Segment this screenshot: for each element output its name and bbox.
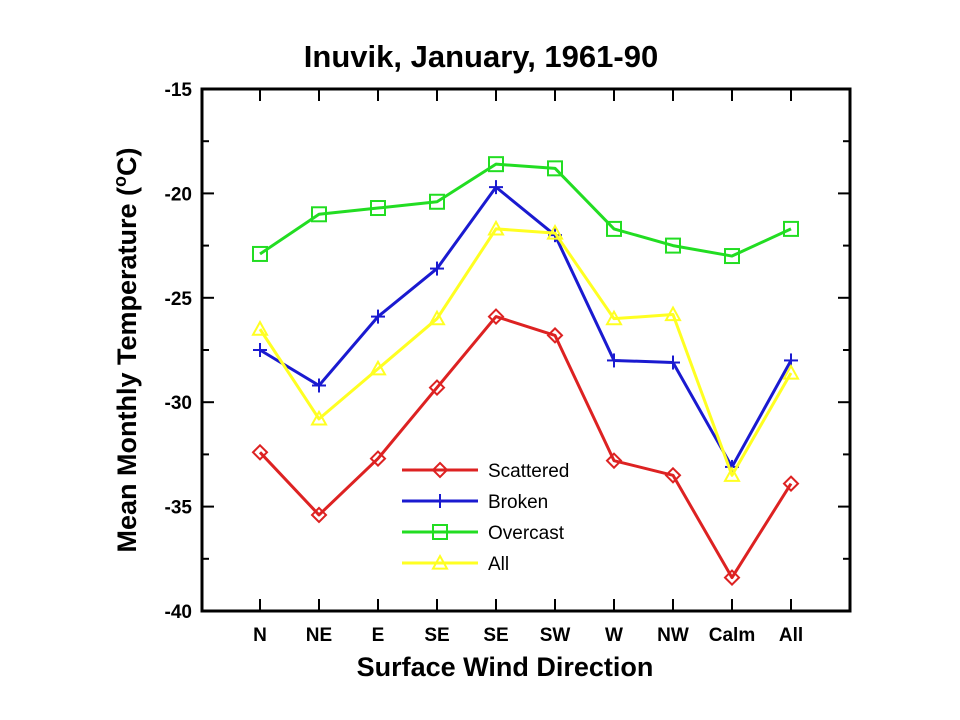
legend-label: Overcast [488, 523, 565, 544]
series-scattered [251, 308, 800, 587]
x-tick-label: SE [483, 625, 508, 646]
y-axis-label-superscript: o [110, 176, 130, 187]
data-point-all [310, 409, 328, 426]
data-point-scattered [664, 466, 682, 484]
data-point-scattered [310, 506, 328, 524]
data-point-broken [312, 378, 326, 393]
x-tick-label: SE [424, 625, 449, 646]
data-point-all [782, 363, 800, 380]
data-point-all [251, 320, 269, 336]
data-point-overcast [252, 245, 268, 262]
y-tick-label: -30 [165, 393, 192, 414]
data-point-overcast [488, 156, 504, 173]
data-point-all [664, 305, 682, 322]
y-axis-label: Mean Monthly Temperature (oC) [110, 147, 142, 552]
x-tick-label: W [605, 625, 623, 646]
data-point-broken [666, 355, 680, 370]
data-point-scattered [487, 308, 505, 326]
data-point-scattered [605, 452, 623, 470]
data-point-all [428, 309, 446, 326]
y-tick-label: -15 [165, 80, 193, 101]
x-axis-ticks: N NE E SE SE SW W NW Calm All [253, 89, 803, 646]
legend: Scattered Broken Overcast All [402, 461, 569, 575]
legend-marker-scattered [431, 461, 449, 479]
data-point-overcast [724, 248, 740, 265]
data-point-all [605, 309, 623, 326]
data-point-broken [253, 343, 267, 357]
y-tick-label: -35 [165, 498, 193, 519]
legend-marker-broken [433, 494, 447, 508]
y-axis-label-main: Mean Monthly Temperature ( [112, 187, 142, 553]
data-point-broken [371, 309, 385, 324]
data-point-all [487, 219, 505, 236]
x-axis-label: Surface Wind Direction [357, 652, 654, 682]
data-point-broken [489, 180, 503, 195]
x-tick-label: NE [306, 625, 332, 646]
y-axis-label-unit: C) [112, 147, 142, 176]
y-axis-ticks: -15 -20 -25 -30 -35 -40 [165, 80, 850, 623]
data-point-overcast [606, 220, 622, 237]
y-tick-label: -40 [165, 602, 192, 623]
data-point-all [723, 466, 741, 482]
series-line-all [258, 227, 793, 477]
legend-item-scattered: Scattered [402, 461, 569, 482]
x-tick-label: NW [657, 625, 689, 646]
legend-marker-overcast [432, 524, 448, 540]
legend-item-broken: Broken [402, 492, 548, 513]
x-tick-label: All [779, 625, 803, 646]
data-point-scattered [723, 569, 741, 587]
series-line-overcast [259, 162, 792, 258]
data-point-all [546, 224, 564, 240]
data-point-scattered [782, 475, 800, 493]
data-point-scattered [546, 326, 564, 344]
x-tick-label: SW [540, 625, 571, 646]
series-overcast [252, 156, 799, 265]
x-tick-label: Calm [709, 625, 755, 646]
y-tick-label: -25 [165, 289, 193, 310]
data-point-scattered [251, 443, 269, 461]
data-point-broken [607, 353, 621, 368]
data-point-all [369, 359, 387, 376]
legend-label: All [488, 554, 509, 575]
data-point-overcast [547, 160, 563, 177]
series-line-scattered [258, 315, 793, 580]
data-point-broken [430, 261, 444, 276]
data-point-overcast [783, 220, 799, 237]
legend-label: Scattered [488, 461, 569, 482]
legend-marker-all [431, 553, 449, 570]
legend-label: Broken [488, 492, 548, 513]
data-point-overcast [429, 193, 445, 210]
legend-item-overcast: Overcast [402, 523, 565, 544]
chart-title: Inuvik, January, 1961-90 [304, 39, 658, 74]
data-point-scattered [428, 379, 446, 396]
y-tick-label: -20 [165, 184, 192, 205]
x-tick-label: E [372, 625, 385, 646]
series-line-broken [259, 185, 793, 469]
series-all [251, 219, 800, 482]
data-point-overcast [311, 206, 327, 223]
data-point-overcast [665, 237, 681, 254]
legend-item-all: All [402, 553, 509, 575]
data-point-scattered [369, 450, 387, 467]
series-layer [251, 156, 800, 587]
x-tick-label: N [253, 625, 267, 646]
data-point-overcast [370, 200, 386, 217]
